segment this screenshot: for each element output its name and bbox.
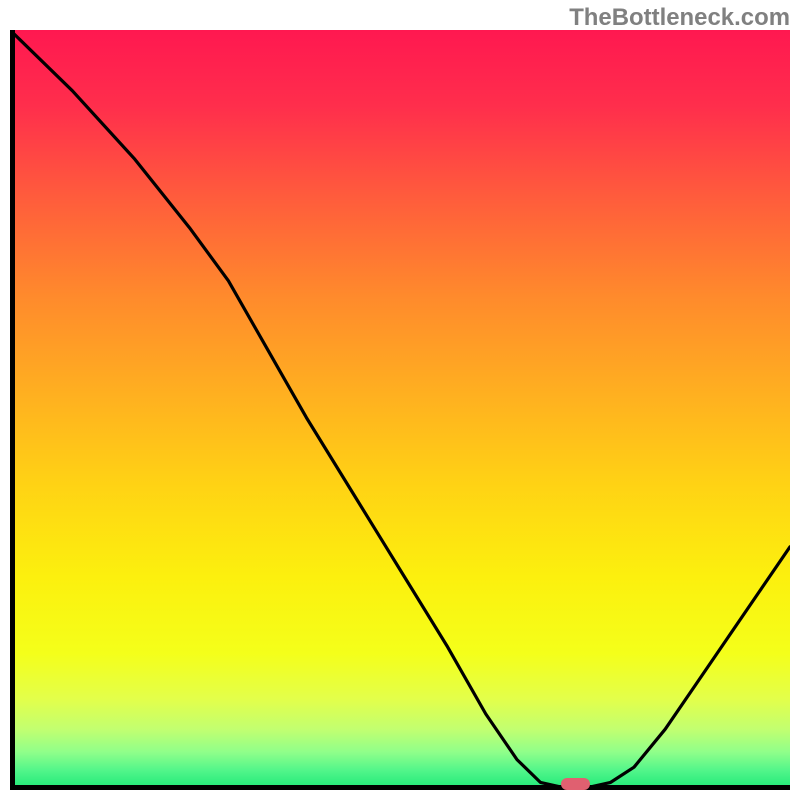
chart-container: TheBottleneck.com (0, 0, 800, 800)
plot-area (10, 30, 790, 790)
bottleneck-marker (561, 778, 591, 790)
curve-line (10, 30, 790, 788)
watermark-text: TheBottleneck.com (569, 4, 790, 32)
curve-layer (10, 30, 790, 790)
